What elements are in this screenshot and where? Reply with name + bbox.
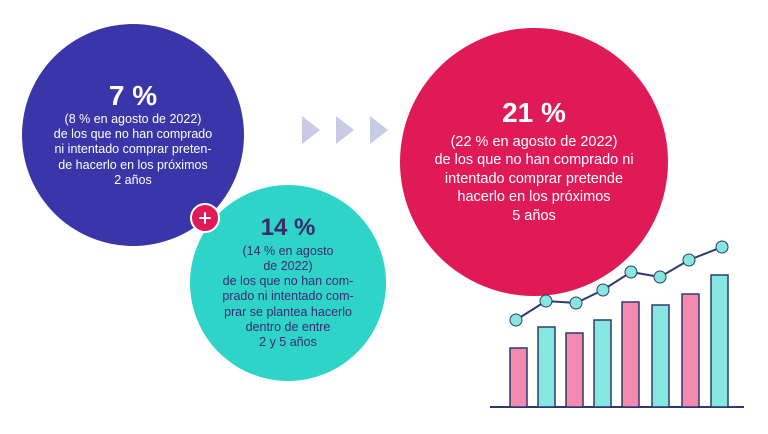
cyan-detail: (14 % en agosto de 2022) de los que no h… (222, 243, 354, 350)
pink-percent: 21 % (502, 96, 566, 128)
growth-bar-chart-icon (490, 240, 744, 408)
point-8 (715, 240, 729, 254)
circle-blue: 7 % (8 % en agosto de 2022) de los que n… (22, 24, 244, 246)
bar-3 (565, 332, 584, 408)
point-3 (569, 296, 583, 310)
pink-detail: (22 % en agosto de 2022) de los que no h… (434, 133, 634, 224)
bar-8 (710, 274, 729, 408)
point-2 (539, 294, 553, 308)
bar-4 (593, 319, 612, 408)
cyan-percent: 14 % (260, 213, 316, 241)
bar-6 (651, 304, 670, 408)
blue-detail: (8 % en agosto de 2022) de los que no ha… (53, 111, 213, 187)
chevron-right-icon (302, 116, 388, 144)
bar-2 (537, 326, 556, 408)
point-5 (624, 265, 638, 279)
bar-1 (509, 347, 528, 408)
plus-icon (190, 203, 220, 233)
point-1 (509, 313, 523, 327)
blue-percent: 7 % (108, 79, 158, 111)
bar-7 (681, 293, 700, 408)
bar-5 (621, 301, 640, 408)
point-4 (596, 283, 610, 297)
point-6 (653, 270, 667, 284)
circle-cyan: 14 % (14 % en agosto de 2022) de los que… (190, 185, 386, 381)
point-7 (682, 253, 696, 267)
circle-pink: 21 % (22 % en agosto de 2022) de los que… (400, 28, 668, 296)
